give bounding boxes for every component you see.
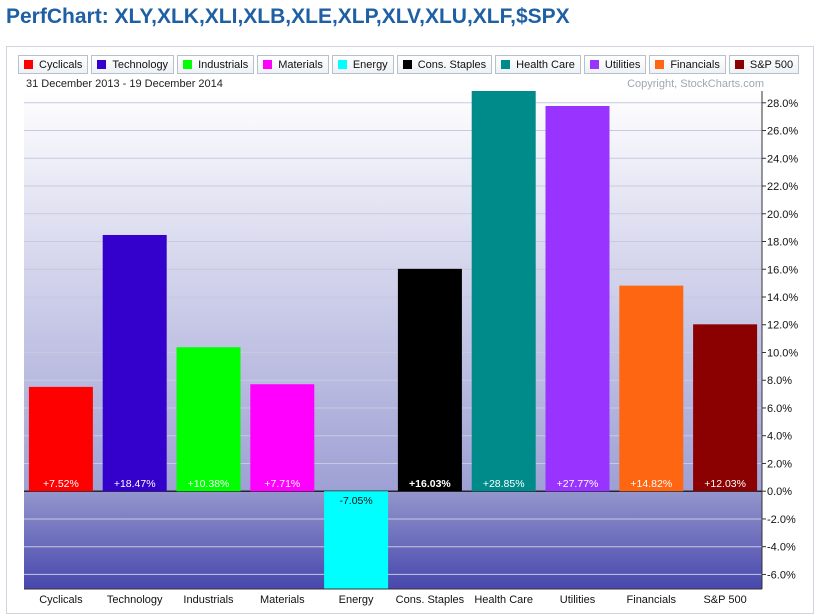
y-tick-label: 0.0% [767,486,792,498]
y-tick-label: 16.0% [767,264,798,276]
legend-item-cyclicals[interactable]: Cyclicals [18,55,89,74]
legend-swatch [263,60,273,69]
value-label: +28.85% [483,478,525,490]
y-tick-label: 12.0% [767,320,798,332]
x-tick-label: Utilities [560,594,596,606]
x-tick-label: Cyclicals [39,594,83,606]
y-axis: 28.0% 26.0% 24.0% 22.0% 20.0% 18.0% 16.0% 14.0%… [761,91,798,589]
bar-materials [250,384,315,492]
legend-label: Utilities [604,58,641,71]
chart-legend: Cyclicals Technology Industrials Materials E… [18,55,800,74]
legend-swatch [24,60,33,69]
x-tick-label: Health Care [474,594,533,606]
legend-item-materials[interactable]: Materials [257,55,329,74]
y-tick-label: 28.0% [767,98,798,110]
legend-swatch [589,60,599,69]
legend-item-sandp-500[interactable]: S&P 500 [728,55,800,74]
y-tick-label: 4.0% [767,431,792,443]
y-tick-label: 20.0% [767,209,798,221]
value-label: +18.47% [114,478,156,490]
x-tick-label: Materials [260,594,305,606]
x-tick-label: Technology [107,594,163,606]
y-tick-label: 18.0% [767,237,798,249]
x-tick-label: S&P 500 [703,594,746,606]
value-label: -7.05% [339,495,372,507]
legend-label: Industrials [198,58,249,71]
bar-health-care [471,91,536,492]
date-range: 31 December 2013 - 19 December 2014 [26,78,223,90]
value-label: +7.52% [43,478,79,490]
bar-cyclicals [28,386,93,492]
legend-item-financials[interactable]: Financials [649,55,726,74]
legend-label: Cyclicals [39,58,83,71]
legend-label: Energy [352,58,388,71]
value-label: +12.03% [704,478,746,490]
y-tick-label: 2.0% [767,458,792,470]
legend-label: Health Care [516,58,575,71]
bar-sandp-500 [693,324,758,492]
legend-swatch [97,60,107,69]
legend-item-technology[interactable]: Technology [91,55,175,74]
value-label: +10.38% [188,478,230,490]
value-labels: +7.52% +18.47% +10.38% +7.71% -7.05% +16.03% +… [43,478,746,507]
page-title: PerfChart: XLY,XLK,XLI,XLB,XLE,XLP,XLV,X… [6,5,570,28]
legend-label: Technology [112,58,169,71]
bar-technology [102,234,167,492]
legend-item-health-care[interactable]: Health Care [495,55,581,74]
bar-industrials [176,347,241,492]
y-tick-label: -6.0% [767,569,796,581]
x-tick-label: Financials [627,594,677,606]
legend-label: Cons. Staples [417,58,487,71]
x-axis: Cyclicals Technology Industrials Materials E… [24,588,762,606]
legend-item-utilities[interactable]: Utilities [583,55,647,74]
legend-item-cons-staples[interactable]: Cons. Staples [396,55,493,74]
legend-swatch [501,60,511,69]
value-label: +16.03% [409,478,451,490]
x-tick-label: Energy [339,594,374,606]
bar-financials [619,285,684,492]
y-tick-label: 14.0% [767,292,798,304]
y-tick-label: 6.0% [767,403,792,415]
y-tick-label: 8.0% [767,375,792,387]
legend-item-energy[interactable]: Energy [331,55,394,74]
bars [28,91,758,589]
value-label: +14.82% [630,478,672,490]
y-tick-label: 26.0% [767,126,798,138]
bar-energy [324,491,389,589]
legend-swatch [337,60,347,69]
bar-utilities [545,105,610,492]
value-label: +7.71% [264,478,300,490]
y-tick-label: 24.0% [767,153,798,165]
copyright-notice: Copyright, StockCharts.com [627,78,764,90]
legend-swatch [183,60,193,69]
legend-label: Materials [278,58,323,71]
legend-swatch [655,60,665,69]
y-tick-label: 22.0% [767,181,798,193]
plot-background-negative [24,491,762,589]
y-tick-label: 10.0% [767,347,798,359]
legend-swatch [402,60,412,69]
legend-item-industrials[interactable]: Industrials [177,55,255,74]
y-tick-label: -4.0% [767,542,796,554]
x-tick-label: Industrials [183,594,234,606]
value-label: +27.77% [557,478,599,490]
legend-label: Financials [670,58,720,71]
legend-swatch [734,60,744,69]
legend-label: S&P 500 [749,58,794,71]
y-tick-label: -2.0% [767,514,796,526]
bar-cons-staples [397,268,462,492]
x-tick-label: Cons. Staples [396,594,465,606]
